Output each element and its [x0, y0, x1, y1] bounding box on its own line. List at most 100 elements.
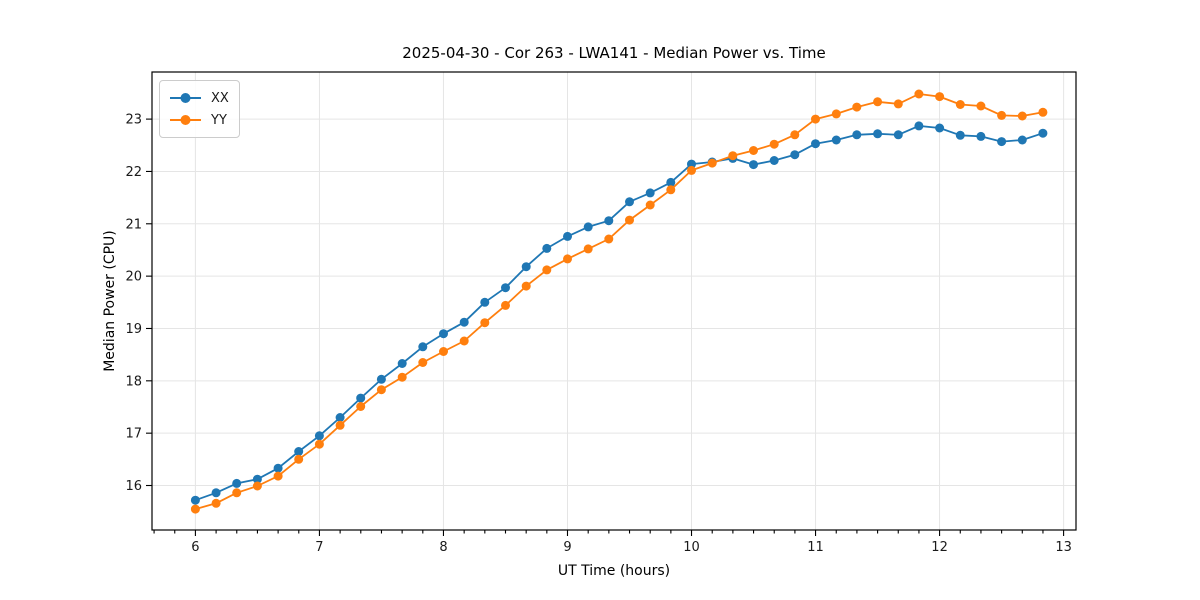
data-point-marker — [873, 129, 883, 139]
data-point-marker — [997, 110, 1007, 120]
data-point-marker — [852, 102, 862, 112]
data-point-marker — [501, 283, 510, 293]
legend-line-sample-xx — [170, 93, 201, 103]
data-point-marker — [418, 342, 428, 352]
data-point-marker — [893, 130, 903, 140]
legend-item-xx: XX — [169, 87, 229, 109]
data-point-marker — [356, 402, 366, 411]
data-point-marker — [480, 318, 490, 328]
x-tick-label: 7 — [315, 540, 323, 555]
data-point-marker — [356, 393, 366, 403]
x-tick-label: 13 — [1055, 540, 1072, 555]
data-point-marker — [211, 498, 221, 508]
data-point-marker — [583, 222, 593, 232]
data-point-marker — [273, 471, 283, 481]
data-point-marker — [190, 495, 200, 505]
data-point-marker — [1038, 107, 1048, 117]
x-tick-label: 12 — [931, 540, 948, 555]
data-point-marker — [439, 347, 448, 356]
data-point-marker — [790, 150, 800, 160]
data-point-marker — [335, 413, 345, 422]
series-yy — [190, 89, 1048, 514]
data-point-marker — [852, 130, 862, 140]
data-point-marker — [811, 139, 820, 149]
y-tick-label: 22 — [125, 165, 142, 180]
data-point-marker — [666, 177, 676, 187]
data-point-marker — [232, 488, 242, 498]
x-tick-label: 11 — [807, 540, 824, 555]
data-point-marker — [687, 165, 696, 175]
data-point-marker — [769, 156, 779, 165]
data-point-marker — [728, 151, 738, 161]
data-point-marker — [893, 99, 903, 109]
data-point-marker — [625, 197, 634, 207]
data-point-marker — [563, 254, 572, 264]
x-tick-label: 9 — [563, 540, 571, 555]
legend-label: YY — [211, 112, 227, 128]
data-point-marker — [1038, 128, 1048, 138]
data-point-marker — [873, 97, 883, 107]
data-point-marker — [831, 109, 841, 119]
data-point-marker — [831, 135, 841, 145]
y-tick-label: 19 — [125, 322, 142, 337]
data-point-marker — [439, 329, 448, 339]
data-point-marker — [252, 481, 262, 491]
series-xx — [190, 121, 1048, 505]
y-tick-label: 21 — [125, 217, 142, 232]
data-point-marker — [252, 474, 262, 484]
data-point-marker — [314, 431, 324, 441]
y-tick-label: 18 — [125, 374, 142, 389]
data-point-marker — [811, 114, 820, 124]
x-tick-label: 8 — [439, 540, 447, 555]
data-point-marker — [314, 439, 324, 449]
data-point-marker — [997, 137, 1007, 147]
data-point-marker — [459, 336, 469, 346]
data-point-marker — [335, 420, 345, 430]
data-point-marker — [376, 374, 386, 384]
y-tick-label: 20 — [125, 270, 142, 285]
y-tick-label: 16 — [125, 479, 142, 494]
x-axis-label: UT Time (hours) — [557, 563, 671, 579]
data-point-marker — [542, 265, 552, 275]
data-point-marker — [521, 262, 531, 272]
plot-area-border — [151, 71, 1077, 531]
data-point-marker — [418, 358, 428, 367]
data-point-marker — [749, 160, 758, 170]
data-point-marker — [563, 231, 572, 241]
axis-ticks — [146, 118, 1065, 536]
data-point-marker — [604, 234, 614, 244]
data-point-marker — [976, 101, 986, 111]
legend-item-yy: YY — [169, 109, 229, 131]
data-point-marker — [480, 297, 490, 307]
data-point-marker — [769, 139, 779, 149]
data-point-marker — [294, 447, 304, 456]
data-point-marker — [935, 92, 945, 102]
data-point-marker — [542, 243, 552, 253]
data-point-marker — [976, 131, 986, 141]
data-point-marker — [687, 159, 696, 169]
data-point-marker — [521, 281, 531, 291]
legend-label: XX — [211, 90, 229, 106]
legend-line-sample-yy — [170, 115, 201, 125]
data-point-marker — [914, 89, 924, 99]
data-point-marker — [955, 100, 965, 109]
data-point-marker — [935, 123, 945, 133]
data-point-marker — [397, 359, 407, 368]
data-point-marker — [459, 317, 469, 327]
data-point-marker — [645, 200, 655, 210]
data-point-marker — [376, 385, 386, 395]
x-tick-label: 6 — [191, 540, 199, 555]
data-point-marker — [190, 504, 200, 514]
data-point-marker — [232, 478, 242, 488]
data-point-marker — [273, 463, 283, 473]
data-point-marker — [583, 244, 593, 254]
chart-title: 2025-04-30 - Cor 263 - LWA141 - Median P… — [402, 44, 826, 62]
data-point-marker — [397, 372, 407, 382]
data-point-marker — [666, 185, 676, 195]
data-point-marker — [211, 488, 221, 498]
data-point-marker — [707, 158, 717, 168]
legend: XX YY — [159, 80, 240, 138]
data-point-marker — [294, 454, 304, 464]
